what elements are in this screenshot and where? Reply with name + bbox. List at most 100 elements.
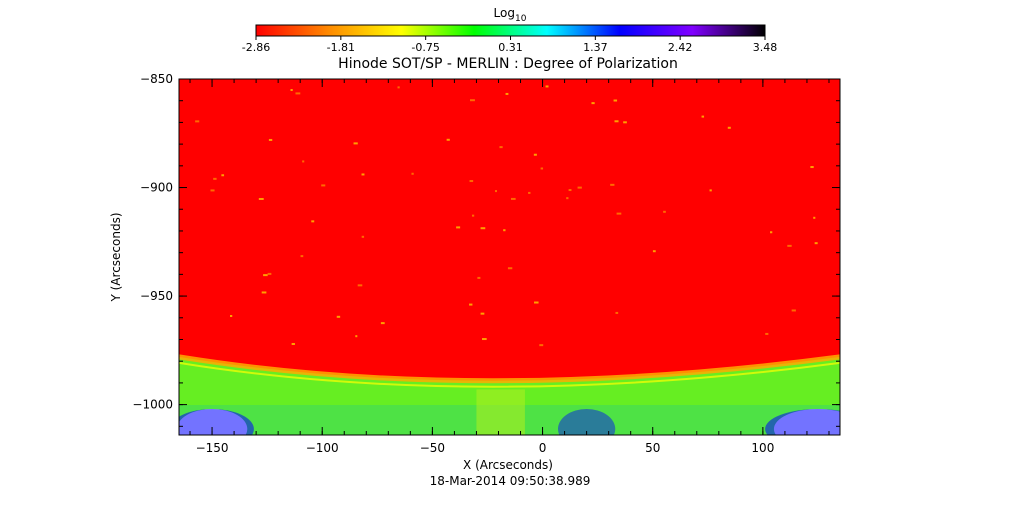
- speckle: [446, 138, 450, 141]
- speckle: [361, 235, 365, 238]
- speckle: [652, 250, 656, 253]
- speckle: [267, 272, 272, 275]
- speckle: [470, 99, 475, 102]
- speckle: [302, 160, 305, 163]
- colorbar-tick-label: 3.48: [753, 41, 778, 54]
- colorbar-label-base: Log: [494, 6, 515, 20]
- speckle: [709, 189, 712, 192]
- y-tick-label: −1000: [132, 398, 173, 412]
- noise-patch: [765, 409, 840, 435]
- speckle: [480, 227, 486, 230]
- speckle: [477, 276, 481, 279]
- x-tick-label: 50: [645, 441, 660, 455]
- speckle: [810, 166, 814, 169]
- y-tick-label: −850: [140, 72, 173, 86]
- speckle: [261, 291, 267, 294]
- speckle: [568, 189, 572, 192]
- x-tick-label: −150: [196, 441, 229, 455]
- speckle: [380, 322, 385, 325]
- speckle: [528, 191, 531, 194]
- speckle: [361, 173, 365, 176]
- speckle: [507, 267, 513, 270]
- speckle: [791, 309, 796, 312]
- x-tick-label: 0: [539, 441, 547, 455]
- speckle: [295, 92, 301, 95]
- speckle: [311, 220, 315, 223]
- colorbar-ticks: -2.86 -1.81 -0.75 0.31 1.37 2.42 3.48: [242, 36, 777, 54]
- speckle: [813, 216, 816, 219]
- speckle: [213, 177, 217, 180]
- speckle: [727, 126, 731, 129]
- colorbar-label-subscript: 10: [515, 14, 527, 24]
- speckle: [469, 303, 473, 306]
- speckle: [663, 210, 666, 213]
- speckle: [411, 172, 414, 175]
- speckle: [300, 255, 304, 258]
- y-axis-label: Y (Arcseconds): [109, 212, 123, 302]
- polarization-map: [179, 79, 840, 435]
- speckle: [614, 120, 619, 123]
- colorbar-label: Log10: [494, 6, 527, 24]
- colorbar-tick-label: -0.75: [411, 41, 439, 54]
- colorbar-tick-label: -1.81: [327, 41, 355, 54]
- x-axis-label: X (Arcseconds): [463, 458, 553, 472]
- y-tick-label: −900: [140, 181, 173, 195]
- colorbar-tick-label: 0.31: [498, 41, 523, 54]
- speckle: [613, 99, 618, 102]
- speckle: [765, 332, 769, 335]
- speckle: [770, 231, 773, 234]
- speckle: [787, 244, 792, 247]
- chart-title: Hinode SOT/SP - MERLIN : Degree of Polar…: [338, 56, 678, 72]
- speckle: [540, 167, 544, 170]
- speckle: [814, 242, 818, 245]
- speckle: [615, 311, 619, 314]
- noise-patch: [557, 409, 616, 435]
- column-artifact: [476, 389, 525, 435]
- speckle: [701, 115, 705, 118]
- speckle: [505, 92, 509, 95]
- x-tick-label: −50: [420, 441, 445, 455]
- colorbar-tick-label: 2.42: [668, 41, 693, 54]
- speckle: [456, 226, 461, 229]
- speckle: [336, 315, 341, 318]
- speckle: [263, 274, 268, 277]
- speckle: [291, 343, 295, 346]
- speckle: [230, 314, 233, 317]
- speckle: [534, 301, 539, 304]
- noise-patch: [179, 409, 254, 435]
- speckle: [499, 146, 503, 149]
- speckle: [503, 229, 506, 232]
- limb-edge: [179, 354, 840, 384]
- speckle: [353, 142, 358, 145]
- plot-frame: [178, 78, 841, 436]
- speckle: [469, 180, 474, 183]
- limb-edge-inner: [179, 361, 840, 388]
- x-tick-label: 100: [751, 441, 774, 455]
- x-tick-label: −100: [306, 441, 339, 455]
- speckle: [566, 197, 569, 200]
- y-tick-label: −950: [140, 289, 173, 303]
- y-axis: −850 −900 −950 −1000: [132, 72, 840, 427]
- speckle: [545, 85, 549, 88]
- colorbar-tick-label: 1.37: [583, 41, 608, 54]
- speckle: [290, 89, 293, 92]
- x-axis: −150 −100 −50 0 50 100: [189, 79, 830, 455]
- speckle: [494, 190, 498, 193]
- speckle: [397, 86, 400, 89]
- speckle: [471, 214, 475, 217]
- speckle: [577, 186, 582, 189]
- speckle: [480, 312, 485, 315]
- speckle: [533, 153, 537, 156]
- speckle: [623, 121, 627, 124]
- speckle: [355, 335, 358, 338]
- speckle: [510, 197, 516, 200]
- speckle: [610, 183, 615, 186]
- speckle: [616, 212, 622, 215]
- speckle: [591, 102, 595, 105]
- colorbar-tick-label: -2.86: [242, 41, 270, 54]
- speckle: [221, 174, 225, 177]
- speckle: [268, 138, 273, 141]
- speckle: [539, 344, 544, 347]
- speckle: [210, 189, 215, 192]
